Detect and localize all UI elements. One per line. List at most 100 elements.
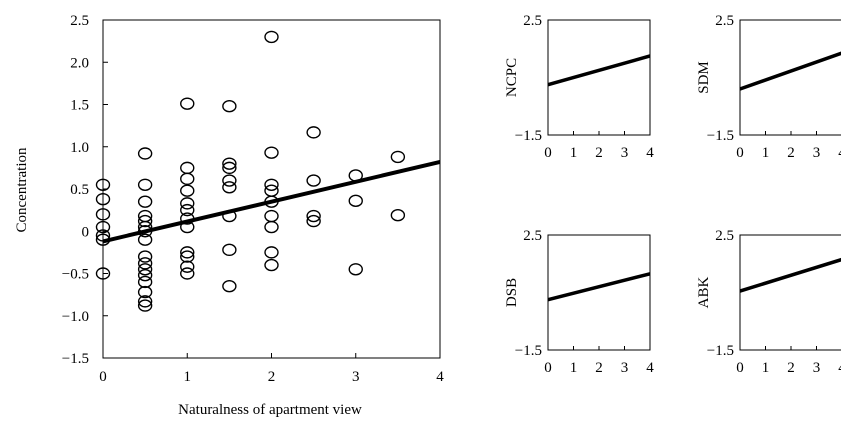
data-point [137,178,153,191]
x-tick-label: 3 [813,360,821,376]
x-tick-label: 2 [787,360,795,376]
x-tick-label: 1 [762,145,770,161]
data-point [137,250,153,263]
panel-regression-line [739,51,841,91]
panel-frame [547,19,651,136]
data-point [137,295,153,308]
regression-line [102,160,441,244]
data-point [390,150,406,164]
data-point [180,260,195,273]
x-tick-label: 4 [436,369,444,385]
data-point [95,208,111,221]
panel-y-label: SDM [696,61,712,94]
data-point [95,220,111,234]
plot-frame [102,19,441,359]
data-point [95,178,111,191]
data-point [306,174,321,187]
data-point [222,279,237,293]
data-point [95,267,111,280]
y-tick-label: 2.5 [715,13,734,29]
y-tick-label: 2.5 [715,228,734,244]
data-point [137,147,153,160]
data-point [222,181,237,194]
data-point [137,263,153,276]
x-tick-label: 0 [544,360,552,376]
x-tick-label: 0 [544,145,552,161]
x-tick-label: 3 [813,145,821,161]
x-tick-label: 4 [646,360,654,376]
x-tick-label: 1 [184,369,192,385]
y-tick-label: −0.5 [62,267,89,283]
x-tick-label: 3 [621,360,629,376]
panel-regression-line [547,54,651,87]
panel-y-label: ABK [696,276,712,308]
x-tick-label: 2 [595,360,603,376]
x-tick-label: 1 [762,360,770,376]
x-tick-label: 2 [787,145,795,161]
y-tick-label: 2.0 [70,55,89,71]
y-tick-label: 1.0 [70,140,89,156]
data-point [180,203,195,217]
data-point [180,250,195,263]
data-point [264,246,279,259]
y-tick-label: −1.0 [62,309,89,325]
data-point [264,220,279,234]
data-point [390,208,406,222]
data-point [222,174,237,187]
data-point [137,285,153,299]
data-point [95,192,111,206]
y-tick-label: −1.5 [515,128,542,144]
x-tick-label: 1 [570,145,578,161]
x-tick-label: 0 [736,145,744,161]
data-point [264,30,279,44]
data-point [137,214,153,228]
x-tick-label: 2 [268,369,276,385]
data-point [180,246,195,259]
data-point [222,157,237,170]
x-tick-label: 2 [595,145,603,161]
panel-y-label: DSB [504,278,520,307]
y-tick-label: 1.5 [70,98,89,114]
data-point [180,267,195,280]
panel-abk: 2.5 −1.50 1 2 3 4 ABK [696,228,841,376]
panel-frame [739,234,841,351]
x-tick-label: 4 [838,360,841,376]
data-point [222,243,237,257]
panel-regression-line [739,257,841,293]
data-point [348,263,363,276]
main-y-label: Concentration [14,147,30,232]
panel-ncpc: 2.5 −1.50 1 2 3 4 NCPC [504,13,654,161]
data-point [222,161,237,175]
data-point [180,172,195,186]
x-tick-label: 3 [621,145,629,161]
data-point [180,161,195,175]
y-tick-label: −1.5 [707,128,734,144]
y-tick-label: 2.5 [523,13,542,29]
main-x-label: Naturalness of apartment view [178,402,362,418]
y-tick-label: 0 [82,224,90,240]
data-point [180,97,195,110]
y-tick-label: −1.5 [515,343,542,359]
x-tick-label: 0 [736,360,744,376]
data-point [306,214,321,228]
data-point [264,258,279,272]
panel-frame [547,234,651,351]
data-point [306,209,321,223]
data-point [137,268,153,282]
y-tick-label: 0.5 [70,182,89,198]
y-tick-label: 2.5 [70,13,89,29]
x-tick-label: 0 [99,369,107,385]
y-tick-label: −1.5 [707,343,734,359]
data-point [137,195,153,208]
main-scatter-plot: 2.5 2.0 1.5 1.0 0.5 0 −0.5 −1.0 −1.5 0 1 2 3 4 [62,13,444,385]
data-point [264,146,279,159]
data-point [137,275,153,289]
data-point [306,126,321,139]
panel-sdm: 2.5 −1.50 1 2 3 4 SDM [696,13,841,161]
y-tick-label: 2.5 [523,228,542,244]
data-point [137,299,153,312]
panel-dsb: 2.5 −1.50 1 2 3 4 DSB [504,228,654,376]
x-tick-label: 3 [352,369,360,385]
data-point [180,184,195,197]
